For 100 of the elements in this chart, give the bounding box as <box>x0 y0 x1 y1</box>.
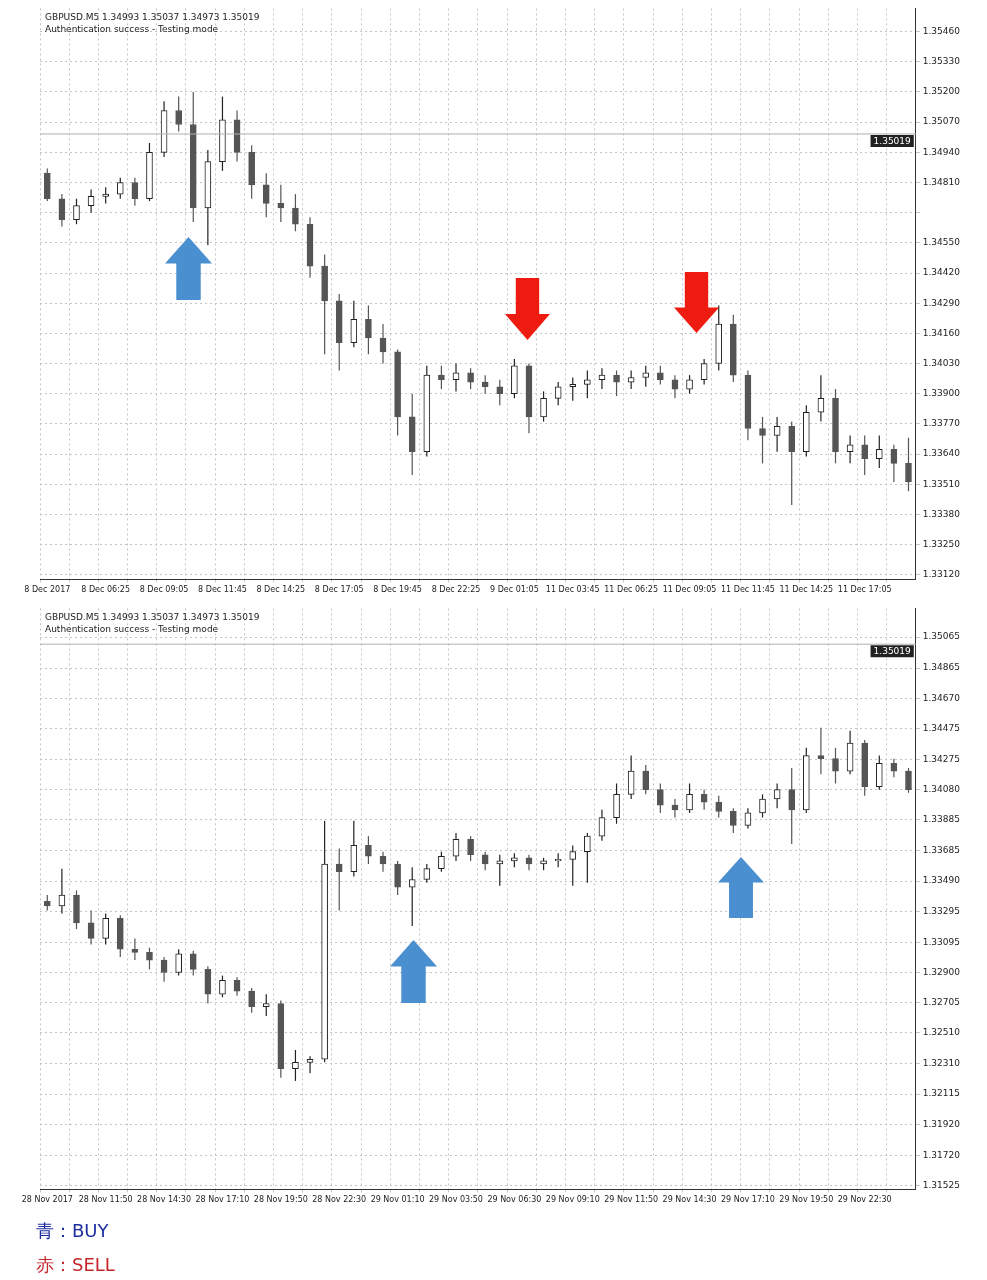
x-tick-label: 8 Dec 22:25 <box>431 585 481 595</box>
y-tick-label: 1.35065 <box>922 631 960 642</box>
candlestick <box>686 782 693 814</box>
y-tick-label: 1.34810 <box>922 176 961 187</box>
candlestick <box>569 376 577 402</box>
y-tick-label: 1.35330 <box>922 56 961 67</box>
y-tick-label: 1.32310 <box>922 1058 961 1069</box>
candlestick <box>569 844 577 887</box>
y-tick-label: 1.33095 <box>922 936 960 947</box>
x-tick-label: 29 Nov 01:10 <box>370 1195 425 1205</box>
y-tick-label: 1.34290 <box>922 297 961 308</box>
candlestick <box>365 304 372 355</box>
y-tick-label: 1.32115 <box>922 1088 960 1099</box>
text: 青：BUY <box>36 1219 110 1243</box>
candlestick <box>715 795 723 819</box>
x-tick-label: 29 Nov 19:50 <box>779 1195 834 1205</box>
candlestick <box>408 866 416 927</box>
text: Authentication success - Testing mode <box>45 624 219 635</box>
candlestick <box>131 937 139 961</box>
x-tick-label: 29 Nov 14:30 <box>662 1195 717 1205</box>
candlestick <box>248 987 255 1014</box>
x-tick-label: 29 Nov 11:50 <box>604 1195 659 1205</box>
x-tick-label: 29 Nov 06:30 <box>487 1195 542 1205</box>
y-tick-label: 1.34160 <box>922 327 961 338</box>
x-tick-label: 28 Nov 11:50 <box>78 1195 133 1205</box>
y-tick-label: 1.34550 <box>922 237 961 248</box>
y-tick-label: 1.34670 <box>922 692 961 703</box>
candlestick <box>452 362 460 392</box>
candlestick <box>613 782 620 825</box>
candlestick <box>481 851 489 871</box>
y-tick-label: 1.32705 <box>922 997 960 1008</box>
candlestick <box>116 177 124 200</box>
chart-title: GBPUSD.M5 1.34993 1.35037 1.34973 1.35019 <box>45 12 260 23</box>
candlestick <box>481 374 489 395</box>
candlestick <box>759 416 766 464</box>
x-tick-label: 8 Dec 06:25 <box>81 585 131 595</box>
x-tick-label: 8 Dec 19:45 <box>373 585 422 595</box>
candlestick <box>817 727 825 775</box>
candlestick <box>657 782 664 814</box>
y-tick-label: 1.34865 <box>922 662 960 673</box>
candlestick <box>686 374 693 395</box>
text: 赤：SELL <box>36 1253 116 1277</box>
y-tick-label: 1.35460 <box>922 25 961 36</box>
candlestick <box>554 381 562 406</box>
y-tick-label: 1.34940 <box>922 146 961 157</box>
text: Authentication success - Testing mode <box>45 24 219 35</box>
candlestick <box>861 434 869 476</box>
y-tick-label: 1.32900 <box>922 966 961 977</box>
y-tick-label: 1.33120 <box>922 569 961 580</box>
candlestick <box>788 767 796 845</box>
y-tick-label: 1.34420 <box>922 267 961 278</box>
candlestick <box>642 764 650 795</box>
y-tick-label: 1.33770 <box>922 418 961 429</box>
candlestick <box>496 379 504 406</box>
candlestick <box>584 369 591 399</box>
candlestick <box>335 847 343 912</box>
candlestick <box>875 754 883 791</box>
candlestick <box>423 863 431 884</box>
x-tick-label: 11 Dec 03:45 <box>545 585 600 595</box>
x-tick-label: 28 Nov 19:50 <box>253 1195 308 1205</box>
candlestick <box>262 172 270 218</box>
y-tick-label: 1.33510 <box>922 478 961 489</box>
ref-line-label: 1.35019 <box>873 646 912 657</box>
x-tick-label: 29 Nov 17:10 <box>720 1195 775 1205</box>
candlestick <box>540 390 547 423</box>
candlestick <box>219 974 226 998</box>
x-tick-label: 11 Dec 17:05 <box>837 585 892 595</box>
candlestick <box>467 367 474 390</box>
x-tick-label: 29 Nov 09:10 <box>545 1195 600 1205</box>
y-tick-label: 1.33295 <box>922 905 960 916</box>
x-tick-label: 28 Nov 17:10 <box>195 1195 250 1205</box>
x-tick-label: 8 Dec 11:45 <box>198 585 247 595</box>
candlestick <box>189 950 197 977</box>
y-tick-label: 1.34030 <box>922 357 961 368</box>
y-tick-label: 1.34080 <box>922 784 961 795</box>
x-tick-label: 11 Dec 09:05 <box>662 585 717 595</box>
y-tick-label: 1.33685 <box>922 845 960 856</box>
y-tick-label: 1.31525 <box>922 1179 960 1190</box>
candlestick <box>467 835 474 862</box>
candlestick <box>759 793 766 819</box>
candlestick <box>262 993 270 1017</box>
candlestick <box>292 1049 299 1082</box>
candlestick <box>102 913 110 946</box>
x-tick-label: 28 Nov 2017 <box>21 1195 73 1205</box>
x-tick-label: 29 Nov 22:30 <box>837 1195 892 1205</box>
candlestick <box>292 193 299 232</box>
y-tick-label: 1.33250 <box>922 538 961 549</box>
candlestick <box>642 365 650 388</box>
candlestick <box>905 767 912 794</box>
candlestick <box>438 851 445 873</box>
x-tick-label: 11 Dec 11:45 <box>721 585 775 595</box>
y-tick-label: 1.33885 <box>922 814 960 825</box>
candlestick <box>832 747 839 785</box>
x-tick-label: 28 Nov 22:30 <box>312 1195 367 1205</box>
candlestick <box>175 948 182 977</box>
candlestick <box>350 300 358 348</box>
y-tick-label: 1.35200 <box>922 86 961 97</box>
y-tick-label: 1.33640 <box>922 448 961 459</box>
y-tick-label: 1.34475 <box>922 722 960 733</box>
chart-title: GBPUSD.M5 1.34993 1.35037 1.34973 1.35019 <box>45 612 260 623</box>
